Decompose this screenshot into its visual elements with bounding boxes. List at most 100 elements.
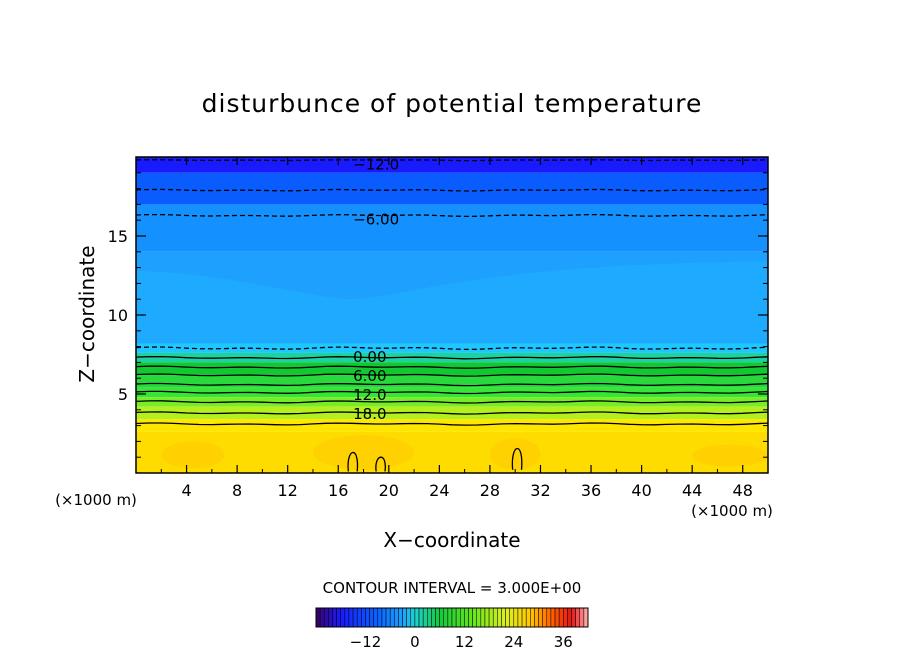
colorbar-cell — [554, 607, 560, 628]
x-tick-label: 36 — [581, 481, 601, 500]
x-tick-label: 8 — [232, 481, 242, 500]
colorbar-cell — [398, 607, 403, 628]
x-tick-label: 16 — [328, 481, 348, 500]
colorbar-cell — [323, 607, 329, 628]
colorbar-cell — [328, 607, 333, 628]
colorbar-cell — [447, 607, 453, 628]
contour-band — [136, 362, 768, 376]
contour-line-closed — [375, 456, 386, 472]
contour-lines — [136, 159, 768, 472]
colorbar-cell — [497, 607, 502, 628]
colorbar-cell — [538, 607, 543, 628]
surface-patch — [161, 441, 225, 469]
colorbar-cell — [352, 607, 358, 628]
colorbar-tick-label: 36 — [554, 633, 573, 651]
colorbar-cell — [451, 607, 457, 628]
colorbar-cell — [488, 607, 494, 628]
x-axis-label: X−coordinate — [383, 528, 520, 552]
colorbar-cell — [464, 607, 469, 628]
colorbar-cell — [394, 607, 399, 628]
colorbar-cell — [521, 607, 527, 628]
colorbar-cell — [501, 607, 506, 628]
x-tick-label: 44 — [682, 481, 702, 500]
colorbar-cell — [418, 607, 424, 628]
contour-line-positive — [136, 422, 768, 426]
y-tick-label: 5 — [118, 385, 128, 404]
colorbar-cell — [336, 607, 341, 628]
contour-band — [136, 419, 768, 432]
colorbar-cell — [344, 607, 350, 628]
colorbar — [315, 607, 589, 628]
colorbar-cell — [583, 607, 589, 628]
y-axis-ticks: 5 10 15 — [108, 172, 768, 458]
x-tick-label: 32 — [530, 481, 550, 500]
colorbar-cell — [332, 607, 337, 628]
surface-patch — [489, 438, 541, 470]
contour-band — [136, 204, 768, 252]
contour-interval-text: CONTOUR INTERVAL = 3.000E+00 — [323, 579, 582, 597]
x-tick-label: 4 — [181, 481, 191, 500]
colorbar-cell — [443, 607, 449, 628]
y-tick-label: 10 — [108, 306, 128, 325]
colorbar-cell — [435, 607, 440, 628]
colorbar-tick-label: 0 — [410, 633, 420, 651]
contour-band — [136, 343, 768, 353]
contour-band — [136, 397, 768, 407]
contour-band-dip — [136, 261, 768, 344]
contour-label: 18.0 — [353, 405, 386, 423]
contour-band — [136, 431, 768, 473]
contour-line-closed — [511, 447, 523, 470]
colorbar-tick-label: −12 — [350, 633, 382, 651]
colorbar-cell — [513, 607, 519, 628]
colorbar-cell — [427, 607, 432, 628]
colorbar-cell — [459, 607, 465, 628]
contour-line-negative — [136, 188, 768, 192]
colorbar-cell — [340, 607, 346, 628]
x-tick-label: 48 — [733, 481, 753, 500]
surface-patch — [312, 435, 415, 470]
colorbar-cell — [563, 607, 568, 628]
contour-band — [136, 375, 768, 388]
contour-band — [136, 157, 768, 173]
colorbar-cell — [319, 607, 325, 628]
contour-label: 12.0 — [353, 386, 386, 404]
colorbar-cell — [505, 607, 510, 628]
colorbar-cell — [525, 607, 531, 628]
colorbar-cell — [476, 607, 482, 628]
colorbar-cell — [542, 607, 548, 628]
contour-label: 6.00 — [353, 367, 386, 385]
x-tick-label: 20 — [379, 481, 399, 500]
contour-label: −6.00 — [353, 211, 399, 229]
contour-line-negative — [136, 159, 768, 162]
contour-line-positive — [136, 411, 768, 415]
colorbar-frame — [315, 607, 589, 628]
colorbar-cell — [575, 607, 581, 628]
colorbar-cell — [361, 607, 366, 628]
colorbar-ticks: −12 0 12 24 36 — [350, 633, 573, 651]
x-axis-ticks: 4 8 12 16 20 24 28 32 36 40 44 48 — [160, 157, 753, 500]
colorbar-cell — [377, 607, 383, 628]
colorbar-cell — [567, 607, 572, 628]
colorbar-cell — [348, 607, 354, 628]
contour-line-positive — [136, 373, 768, 377]
contour-band — [136, 406, 768, 420]
contour-label: −12.0 — [353, 155, 399, 173]
colorbar-cell — [422, 607, 428, 628]
colorbar-cell — [530, 607, 535, 628]
colorbar-cell — [410, 607, 416, 628]
contour-line-closed — [347, 451, 359, 472]
colorbar-cell — [579, 607, 585, 628]
colorbar-cell — [546, 607, 552, 628]
y-axis-label: Z−coordinate — [75, 245, 99, 382]
contour-line-positive — [136, 355, 768, 360]
colorbar-cell — [480, 607, 486, 628]
colorbar-cell — [373, 607, 379, 628]
colorbar-cell — [431, 607, 436, 628]
colorbar-cell — [381, 607, 387, 628]
colorbar-cell — [492, 607, 498, 628]
x-unit-left: (×1000 m) — [55, 491, 137, 509]
colorbar-cell — [455, 607, 461, 628]
contour-line-negative — [136, 346, 768, 351]
contour-line-positive — [136, 365, 768, 369]
contour-fill-bands — [136, 157, 768, 473]
